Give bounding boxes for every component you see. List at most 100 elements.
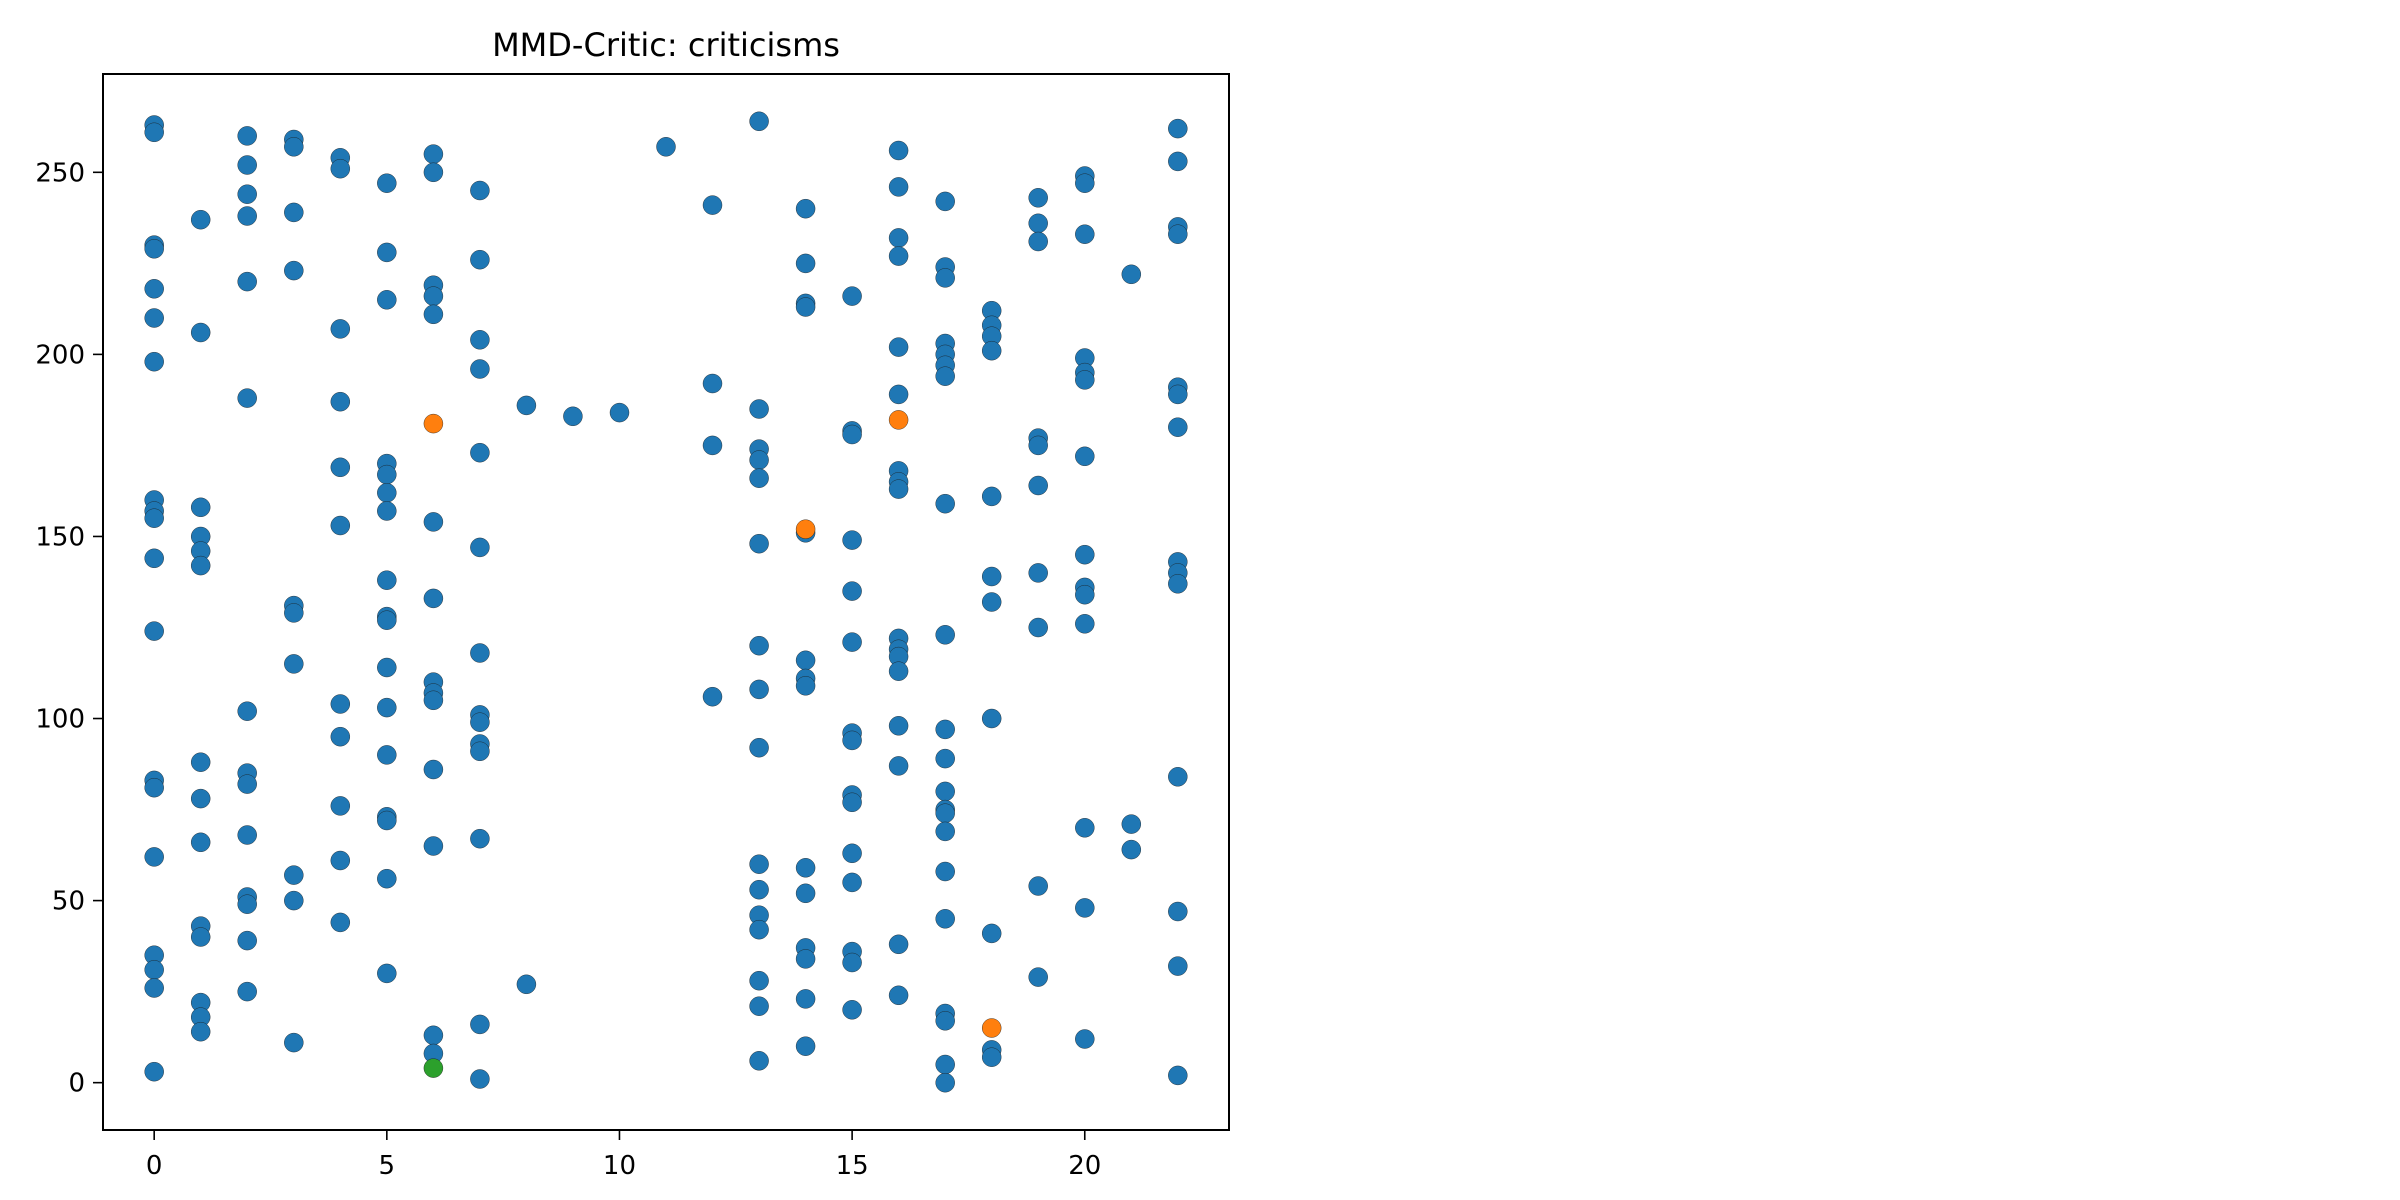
data-point	[237, 981, 257, 1002]
data-point	[935, 781, 955, 802]
data-point	[1075, 818, 1095, 838]
data-point	[423, 413, 444, 434]
y-axis: 0 50 100 150 200 250	[35, 158, 103, 1099]
data-point	[144, 1061, 164, 1082]
data-point	[842, 424, 862, 445]
data-point	[237, 930, 257, 951]
data-point	[1168, 417, 1188, 437]
data-point	[190, 927, 211, 947]
data-point	[749, 450, 769, 470]
data-point	[330, 694, 350, 714]
y-tick-label: 0	[68, 1069, 85, 1099]
data-point	[656, 137, 676, 157]
data-point	[470, 741, 490, 761]
data-point	[888, 716, 909, 736]
y-tick-label: 250	[35, 158, 85, 188]
data-point	[935, 861, 955, 882]
data-point	[749, 880, 769, 900]
data-point	[470, 1069, 490, 1089]
data-point	[423, 759, 444, 780]
data-point	[795, 989, 816, 1009]
data-point	[237, 126, 257, 146]
data-point	[795, 519, 816, 539]
data-point	[1168, 224, 1188, 244]
data-point	[795, 1036, 816, 1056]
data-point	[935, 625, 955, 645]
data-point	[702, 687, 723, 707]
data-point	[795, 253, 816, 274]
data-point	[144, 508, 164, 528]
data-point	[330, 457, 350, 477]
data-point	[1028, 876, 1048, 896]
data-point	[1075, 370, 1095, 390]
data-point	[935, 268, 955, 288]
data-point	[1028, 475, 1048, 496]
data-point	[795, 949, 816, 969]
data-point	[1075, 585, 1095, 605]
data-point	[144, 239, 164, 259]
data-point	[377, 464, 397, 485]
x-axis: 0 5 10 15 20	[146, 1130, 1101, 1181]
data-point	[377, 570, 397, 590]
data-point	[144, 548, 164, 568]
data-point	[888, 756, 909, 776]
y-tick-label: 50	[52, 887, 85, 917]
data-point	[144, 960, 164, 980]
data-point	[749, 971, 769, 991]
data-point	[935, 803, 955, 823]
data-point	[935, 1011, 955, 1031]
data-point	[237, 701, 257, 721]
data-point	[888, 661, 909, 681]
x-tick-label: 5	[379, 1151, 396, 1181]
data-point	[1168, 151, 1188, 172]
data-point	[423, 304, 444, 324]
data-point	[842, 1000, 862, 1020]
data-point	[749, 468, 769, 488]
data-point	[982, 566, 1002, 587]
data-point	[1075, 446, 1095, 466]
data-point	[190, 752, 211, 772]
data-point	[749, 111, 769, 132]
y-tick-label: 200	[35, 340, 85, 370]
data-point	[330, 796, 350, 816]
data-point	[284, 202, 304, 223]
data-point	[749, 920, 769, 940]
data-point	[377, 697, 397, 718]
data-point	[470, 359, 490, 379]
data-point	[1028, 967, 1048, 987]
data-point	[377, 242, 397, 263]
data-point	[377, 657, 397, 678]
data-point	[423, 512, 444, 532]
data-point	[144, 978, 164, 998]
data-point	[888, 985, 909, 1005]
data-point	[1168, 384, 1188, 405]
data-point	[470, 643, 490, 663]
data-point	[330, 158, 350, 179]
data-point	[749, 738, 769, 758]
data-point	[749, 636, 769, 656]
data-point	[1075, 1029, 1095, 1049]
data-point	[470, 537, 490, 558]
data-point	[516, 395, 537, 416]
data-point	[702, 435, 723, 456]
data-point	[888, 140, 909, 161]
plot-area	[144, 111, 1188, 1093]
data-point	[888, 177, 909, 197]
x-tick-label: 15	[836, 1151, 869, 1181]
data-point	[284, 137, 304, 157]
data-point	[330, 392, 350, 412]
data-point	[423, 1025, 444, 1046]
data-point	[1028, 213, 1048, 234]
data-point	[470, 829, 490, 849]
data-point	[1168, 956, 1188, 976]
data-point	[1028, 188, 1048, 208]
data-point	[237, 271, 257, 292]
data-point	[330, 319, 350, 339]
data-point	[935, 821, 955, 842]
data-point	[795, 883, 816, 903]
data-point	[935, 909, 955, 929]
data-point	[702, 195, 723, 215]
data-point	[842, 843, 862, 863]
data-point	[982, 923, 1002, 944]
data-point	[1168, 767, 1188, 787]
